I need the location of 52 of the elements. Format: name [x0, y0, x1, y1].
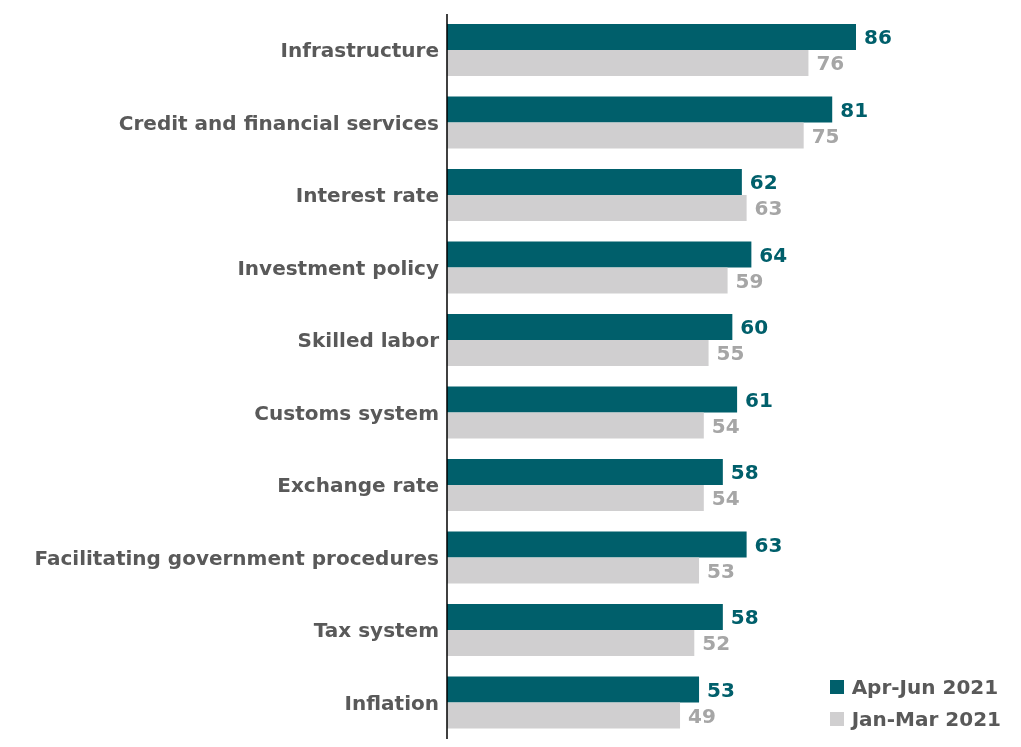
y-tick-label: Infrastructure [280, 38, 439, 63]
bar [447, 557, 700, 584]
bar [447, 604, 723, 630]
bar [447, 531, 747, 558]
data-label: 54 [711, 413, 740, 438]
data-label: 76 [816, 51, 845, 76]
data-label: 61 [745, 387, 773, 412]
data-label: 53 [707, 558, 735, 583]
bar [447, 412, 704, 439]
data-label: 75 [811, 123, 840, 148]
bar [447, 96, 833, 123]
data-label: 52 [702, 631, 731, 656]
bar [447, 50, 809, 76]
bar [447, 459, 723, 485]
data-label: 63 [754, 196, 783, 221]
bar [447, 314, 733, 340]
y-tick-label: Investment policy [237, 255, 439, 280]
y-tick-label: Interest rate [295, 183, 439, 208]
data-label: 58 [730, 605, 759, 630]
bar [447, 195, 747, 221]
y-tick-label: Exchange rate [277, 473, 439, 498]
bar [447, 386, 738, 413]
y-tick-label: Customs system [254, 400, 439, 425]
data-label: 86 [864, 25, 892, 50]
data-label: 53 [707, 677, 735, 702]
bar [447, 630, 695, 656]
data-label: 63 [754, 532, 783, 557]
data-label: 81 [840, 97, 869, 122]
data-label: 59 [735, 268, 764, 293]
legend-label: Jan-Mar 2021 [851, 707, 1001, 731]
bar [447, 267, 728, 294]
bar [447, 122, 804, 149]
data-label: 54 [711, 486, 740, 511]
data-label: 62 [749, 170, 778, 195]
data-label: 64 [759, 242, 788, 267]
y-tick-label: Skilled labor [297, 328, 440, 353]
legend-label: Apr-Jun 2021 [851, 675, 999, 699]
y-tick-label: Tax system [313, 618, 439, 643]
bar [447, 241, 752, 268]
y-tick-label: Credit and financial services [118, 110, 439, 135]
bar [447, 702, 681, 729]
bar [447, 676, 700, 703]
bar [447, 340, 709, 366]
data-label: 49 [688, 703, 716, 728]
bar [447, 485, 704, 511]
y-tick-label: Inflation [344, 690, 439, 715]
bar [447, 169, 742, 195]
data-label: 55 [716, 341, 745, 366]
data-label: 58 [730, 460, 759, 485]
y-tick-label: Facilitating government procedures [34, 545, 439, 570]
data-label: 60 [740, 315, 769, 340]
bar [447, 24, 856, 50]
